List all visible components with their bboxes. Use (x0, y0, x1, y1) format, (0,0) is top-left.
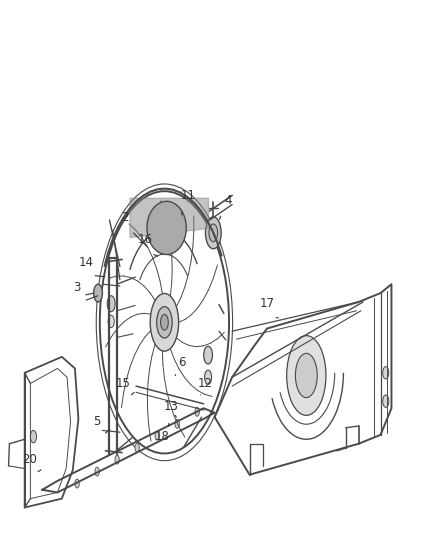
Text: 15: 15 (116, 377, 131, 390)
Text: 18: 18 (155, 430, 170, 443)
Circle shape (161, 314, 168, 330)
Text: 5: 5 (93, 415, 100, 428)
Text: 11: 11 (181, 189, 196, 202)
Circle shape (155, 431, 159, 440)
Text: 20: 20 (21, 453, 36, 466)
Circle shape (94, 284, 102, 302)
Text: 3: 3 (74, 281, 81, 294)
Text: 2: 2 (121, 211, 129, 224)
Text: 6: 6 (178, 356, 186, 369)
Circle shape (108, 315, 114, 328)
Circle shape (30, 431, 36, 443)
Circle shape (150, 294, 179, 351)
Text: 12: 12 (198, 377, 212, 390)
Circle shape (383, 395, 389, 407)
Circle shape (175, 419, 179, 428)
Circle shape (135, 443, 139, 452)
Circle shape (205, 370, 212, 384)
Circle shape (205, 217, 221, 249)
Ellipse shape (147, 201, 186, 254)
Circle shape (95, 467, 99, 476)
Circle shape (195, 407, 199, 416)
Text: 14: 14 (78, 255, 93, 269)
Circle shape (287, 336, 326, 415)
Circle shape (204, 346, 212, 364)
Circle shape (295, 353, 317, 398)
Text: 17: 17 (260, 297, 275, 310)
Circle shape (115, 455, 119, 464)
Circle shape (209, 224, 218, 241)
Circle shape (383, 367, 389, 379)
Circle shape (157, 306, 172, 338)
Circle shape (107, 296, 115, 312)
Text: 4: 4 (224, 193, 231, 207)
Text: 13: 13 (163, 400, 178, 413)
Text: 16: 16 (137, 233, 152, 246)
Circle shape (75, 479, 79, 488)
